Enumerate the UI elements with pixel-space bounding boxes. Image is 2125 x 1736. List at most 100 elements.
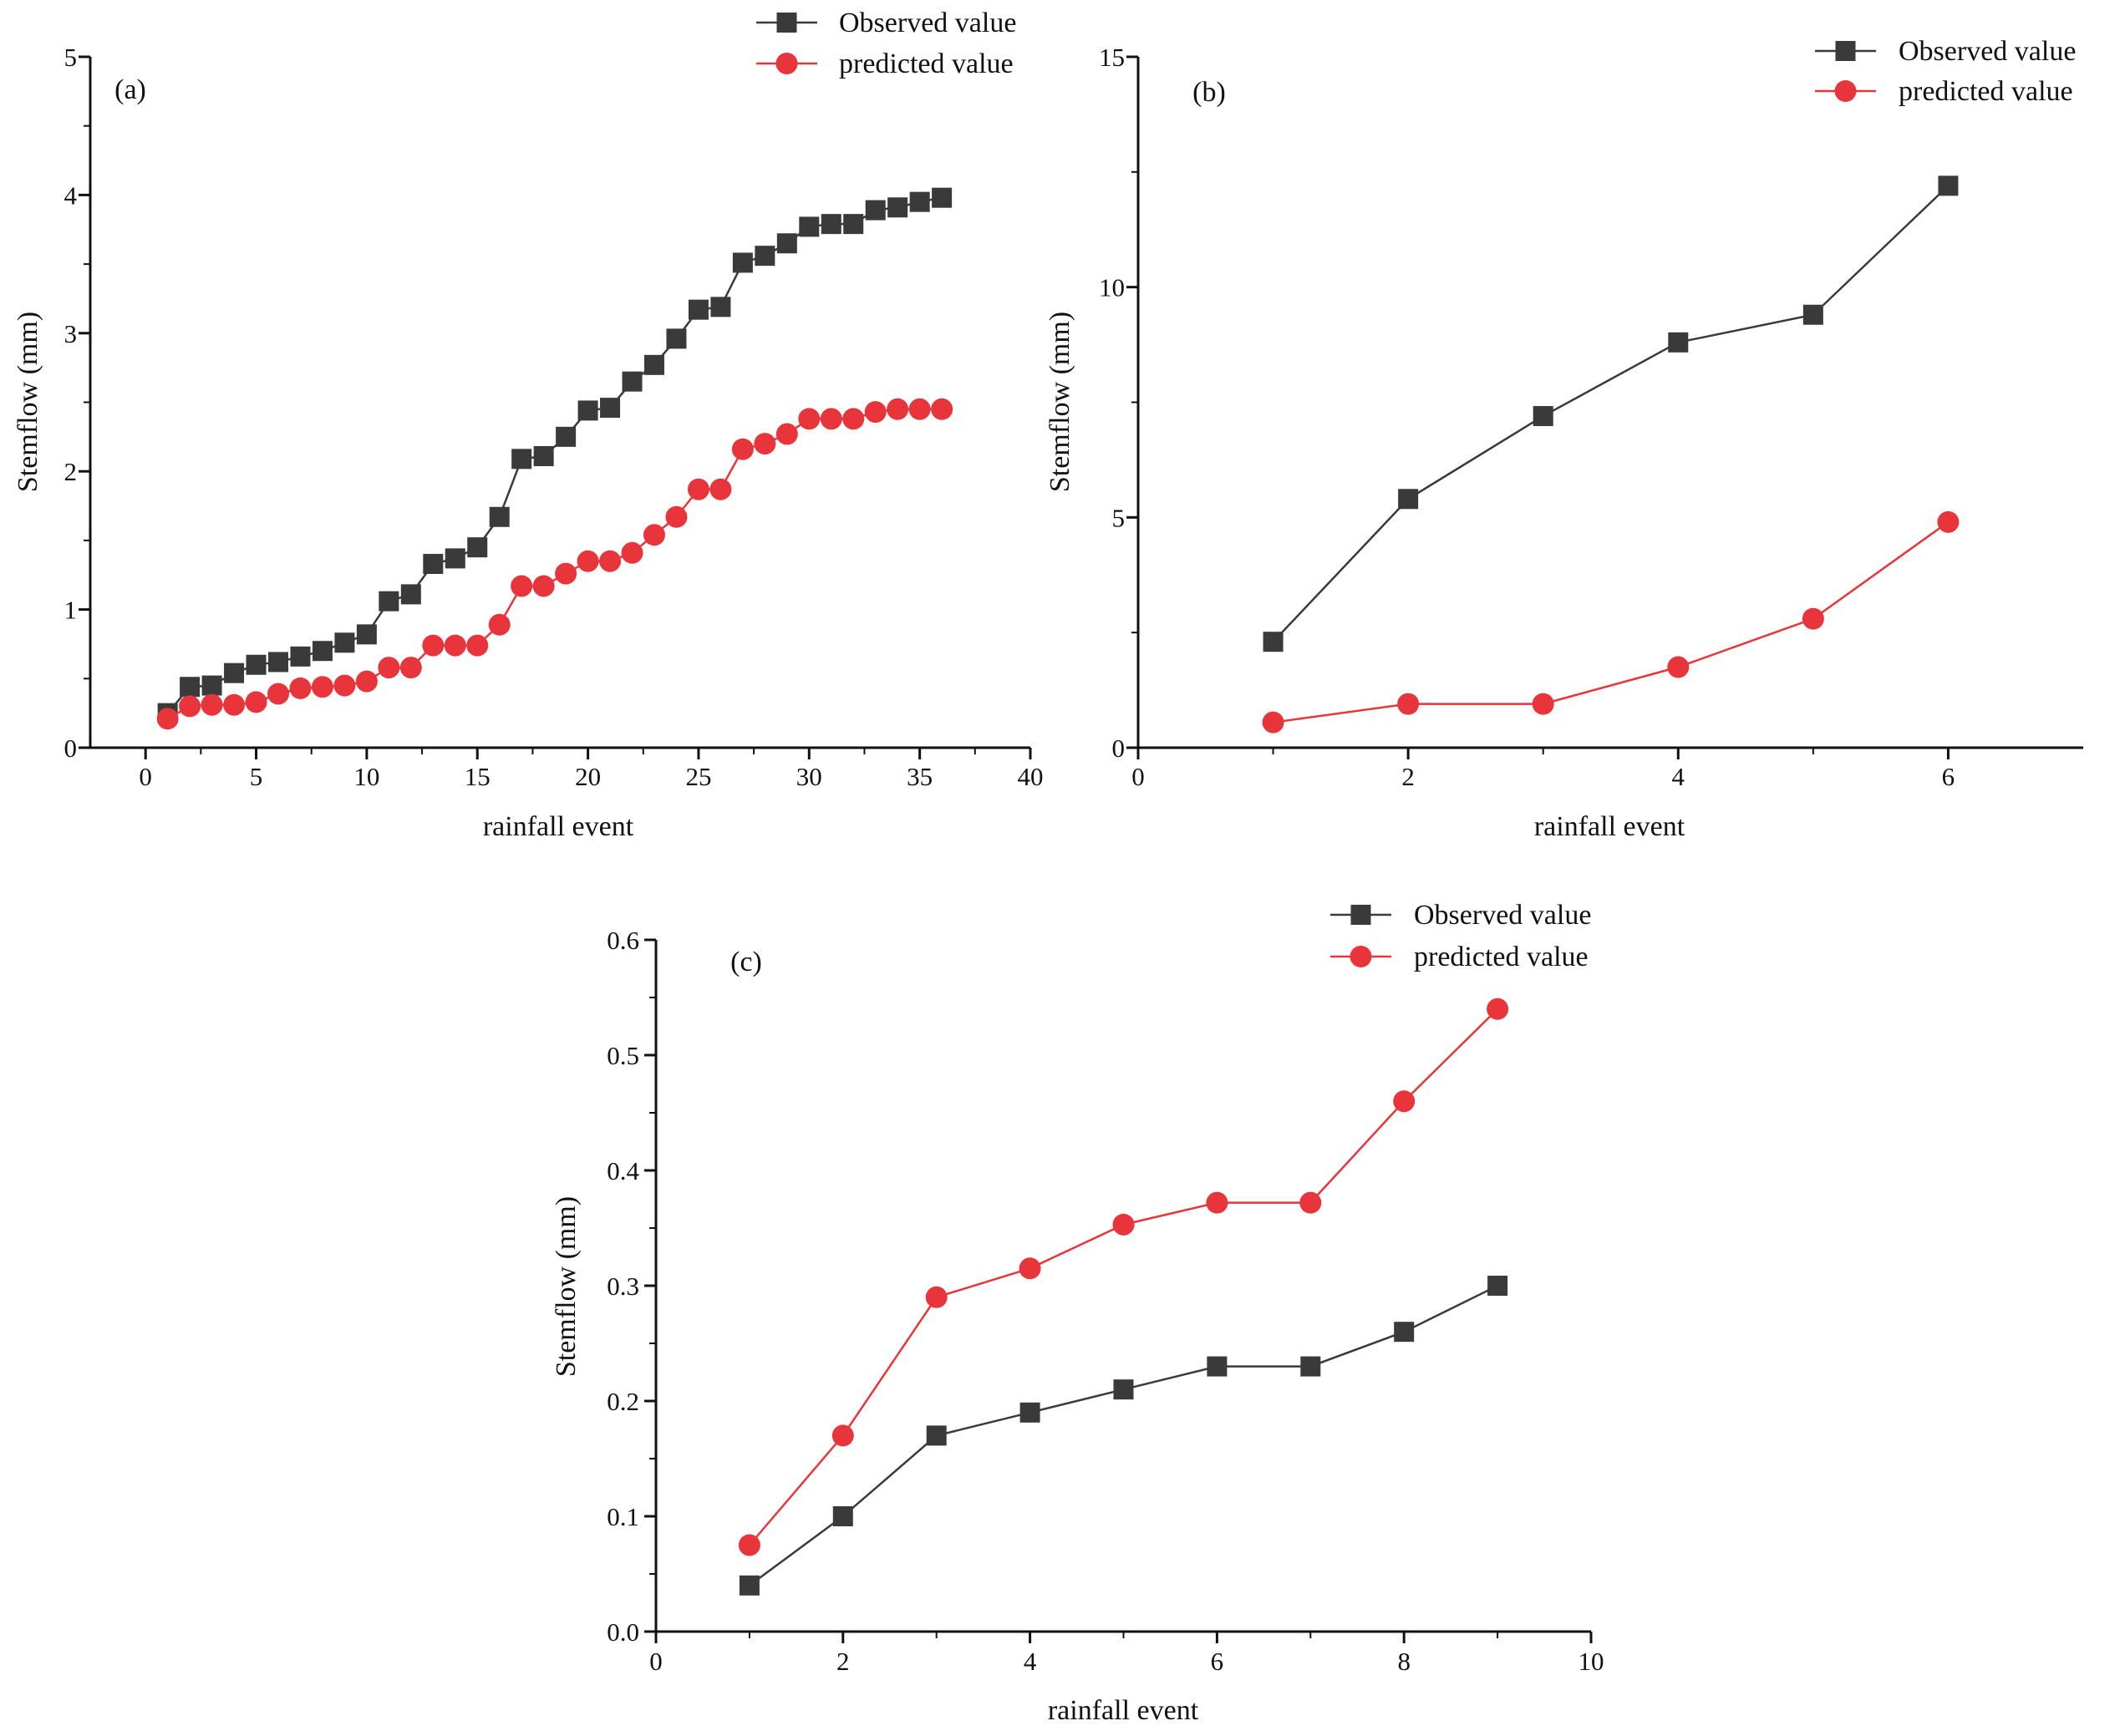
y-tick-label: 10 bbox=[1099, 273, 1125, 302]
observed-point bbox=[423, 554, 444, 575]
predicted-point bbox=[908, 398, 931, 420]
predicted-point bbox=[831, 1424, 854, 1447]
observed-point bbox=[600, 398, 621, 419]
observed-point bbox=[577, 400, 598, 421]
observed-point bbox=[290, 646, 311, 667]
legend: Observed value predicted value bbox=[1815, 36, 2076, 107]
legend-marker-observed bbox=[776, 13, 797, 33]
y-tick-label: 0 bbox=[64, 733, 78, 763]
y-tick-label: 0 bbox=[1112, 733, 1126, 763]
observed-point bbox=[926, 1425, 947, 1446]
x-tick-label: 8 bbox=[1397, 1647, 1411, 1676]
y-axis-title: Stemflow (mm) bbox=[1045, 312, 1075, 492]
predicted-point bbox=[775, 423, 798, 445]
y-tick-label: 5 bbox=[64, 43, 78, 72]
predicted-point bbox=[466, 634, 489, 657]
predicted-point bbox=[798, 408, 821, 430]
y-axis-title: Stemflow (mm) bbox=[551, 1196, 582, 1377]
x-tick-label: 10 bbox=[1578, 1647, 1604, 1676]
observed-point bbox=[489, 506, 510, 527]
x-tick-label: 4 bbox=[1024, 1647, 1037, 1676]
observed-point bbox=[1394, 1322, 1415, 1343]
observed-point bbox=[666, 328, 687, 349]
observed-point bbox=[821, 214, 841, 235]
observed-point bbox=[1300, 1356, 1321, 1377]
legend: Observed value predicted value bbox=[1330, 900, 1591, 972]
predicted-point bbox=[201, 693, 223, 716]
legend-label-predicted: predicted value bbox=[1899, 76, 2073, 107]
predicted-point bbox=[289, 677, 312, 699]
predicted-point bbox=[887, 398, 909, 420]
observed-point bbox=[312, 641, 333, 662]
predicted-point bbox=[532, 575, 555, 597]
x-tick-label: 15 bbox=[465, 762, 491, 791]
x-tick-label: 35 bbox=[907, 762, 933, 791]
x-tick-label: 6 bbox=[1942, 762, 1955, 791]
x-tick-label: 30 bbox=[796, 762, 822, 791]
y-tick-label: 15 bbox=[1099, 43, 1125, 72]
y-tick-label: 0.2 bbox=[607, 1387, 639, 1416]
panel-label: (a) bbox=[114, 74, 146, 105]
chart-panel-c: 0 2 4 6 8 10 0.0 0.1 0.2 0.3 0.4 0.5 0.6 rainfall eve… bbox=[551, 900, 1604, 1726]
y-tick-label: 0.1 bbox=[607, 1502, 639, 1531]
observed-point bbox=[688, 299, 709, 320]
legend-marker-predicted bbox=[1350, 946, 1372, 967]
predicted-point bbox=[444, 634, 466, 657]
observed-point bbox=[710, 297, 731, 317]
observed-point bbox=[644, 354, 664, 375]
observed-point bbox=[622, 371, 643, 392]
observed-point bbox=[533, 446, 554, 467]
predicted-point bbox=[488, 613, 511, 636]
x-tick-label: 4 bbox=[1672, 762, 1685, 791]
y-tick-label: 2 bbox=[64, 457, 78, 486]
chart-panel-a: 0 5 10 15 20 25 30 35 40 0 1 2 3 4 5 rainfall event Stem… bbox=[13, 8, 1044, 842]
observed-point bbox=[776, 233, 797, 254]
predicted-point bbox=[709, 478, 732, 500]
y-tick-label: 0.3 bbox=[607, 1272, 639, 1301]
predicted-point bbox=[311, 676, 333, 698]
predicted-point bbox=[621, 541, 643, 564]
legend-marker-predicted bbox=[775, 53, 798, 74]
predicted-point bbox=[1667, 656, 1690, 678]
x-tick-label: 20 bbox=[575, 762, 601, 791]
x-tick-label: 0 bbox=[139, 762, 152, 791]
predicted-point bbox=[1206, 1191, 1228, 1214]
y-tick-label: 0.4 bbox=[607, 1156, 639, 1185]
observed-point bbox=[1207, 1356, 1228, 1377]
y-tick-label: 0.5 bbox=[607, 1041, 639, 1070]
x-tick-label: 10 bbox=[353, 762, 379, 791]
observed-point bbox=[511, 449, 532, 470]
observed-point bbox=[246, 654, 267, 675]
observed-point bbox=[1668, 332, 1689, 353]
observed-point bbox=[1802, 304, 1823, 325]
predicted-point bbox=[1397, 693, 1420, 715]
predicted-point bbox=[555, 562, 577, 585]
predicted-point bbox=[1019, 1257, 1041, 1280]
observed-point bbox=[887, 197, 908, 218]
predicted-point bbox=[511, 575, 533, 597]
legend-label-observed: Observed value bbox=[1414, 900, 1591, 931]
predicted-point bbox=[422, 634, 445, 657]
predicted-point bbox=[1937, 510, 1960, 533]
observed-point bbox=[732, 252, 753, 273]
observed-point bbox=[1398, 489, 1419, 510]
y-tick-label: 3 bbox=[64, 319, 78, 348]
y-tick-label: 0.0 bbox=[607, 1617, 639, 1647]
predicted-point bbox=[864, 401, 887, 424]
x-tick-label: 5 bbox=[250, 762, 263, 791]
observed-point bbox=[400, 584, 421, 605]
legend: Observed value predicted value bbox=[756, 8, 1016, 79]
predicted-point bbox=[754, 433, 776, 455]
observed-point bbox=[556, 426, 577, 447]
predicted-point bbox=[355, 670, 378, 693]
predicted-point bbox=[179, 695, 201, 718]
predicted-point bbox=[842, 408, 865, 430]
series-line-predicted bbox=[1273, 520, 1950, 723]
x-tick-label: 25 bbox=[685, 762, 711, 791]
observed-point bbox=[334, 632, 355, 653]
x-axis-title: rainfall event bbox=[1534, 811, 1685, 842]
observed-point bbox=[1533, 406, 1553, 427]
observed-point bbox=[467, 537, 488, 558]
series-predicted bbox=[156, 398, 953, 730]
legend-marker-observed bbox=[1835, 41, 1856, 61]
